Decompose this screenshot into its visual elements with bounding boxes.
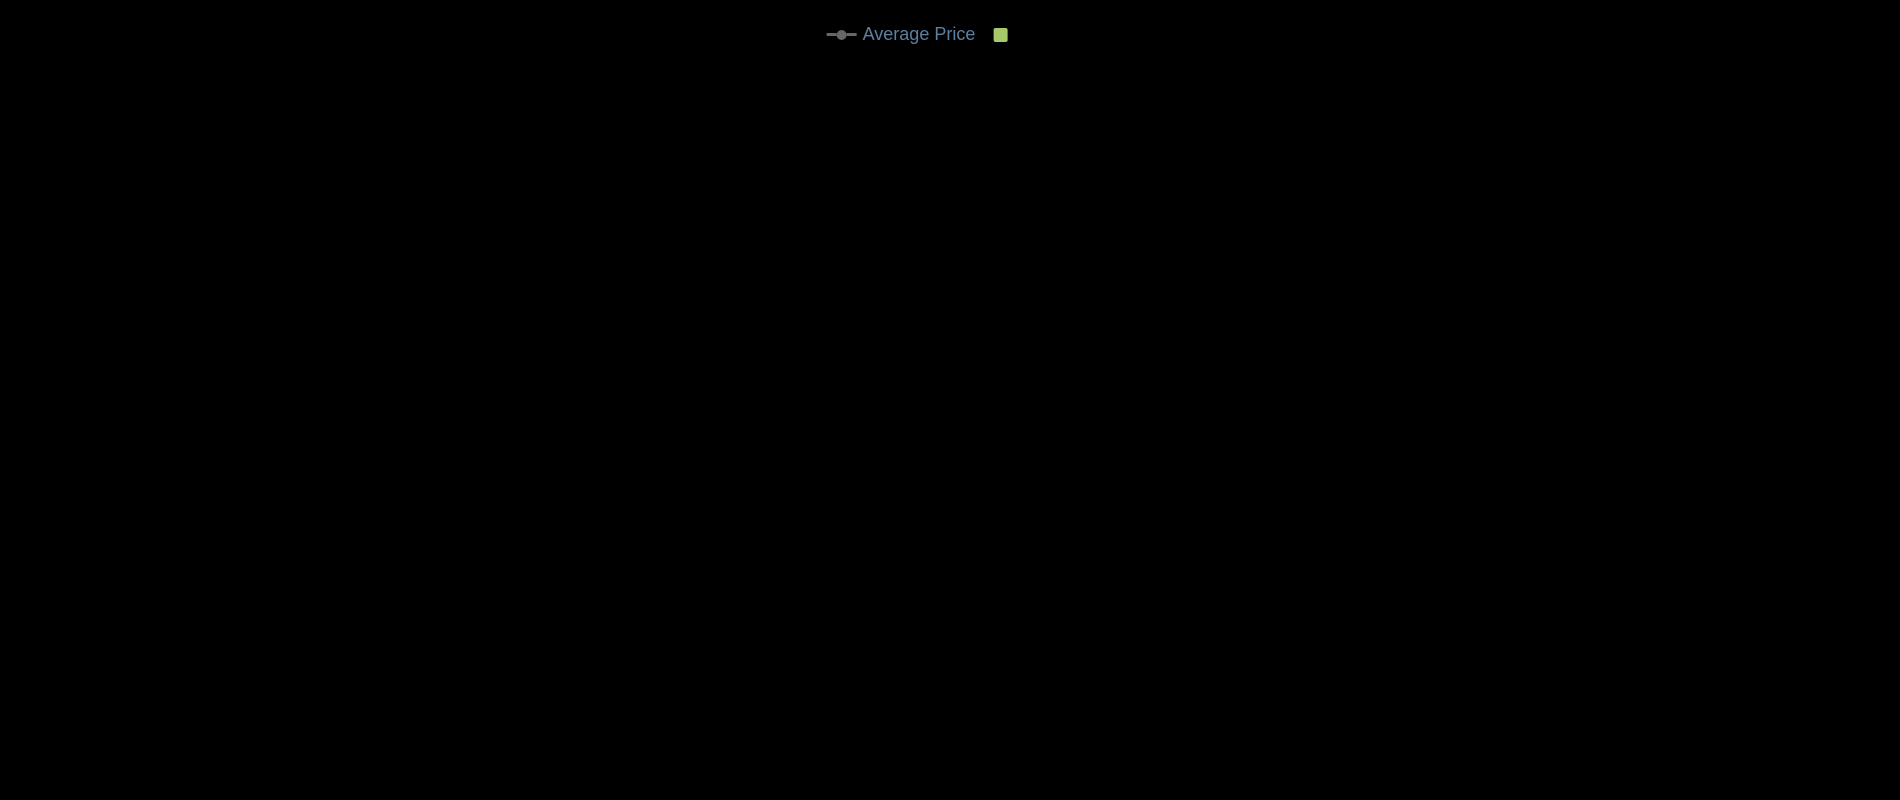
- price-volume-chart: Average Price Volume: [0, 0, 1900, 800]
- plot-area: [90, 18, 1835, 590]
